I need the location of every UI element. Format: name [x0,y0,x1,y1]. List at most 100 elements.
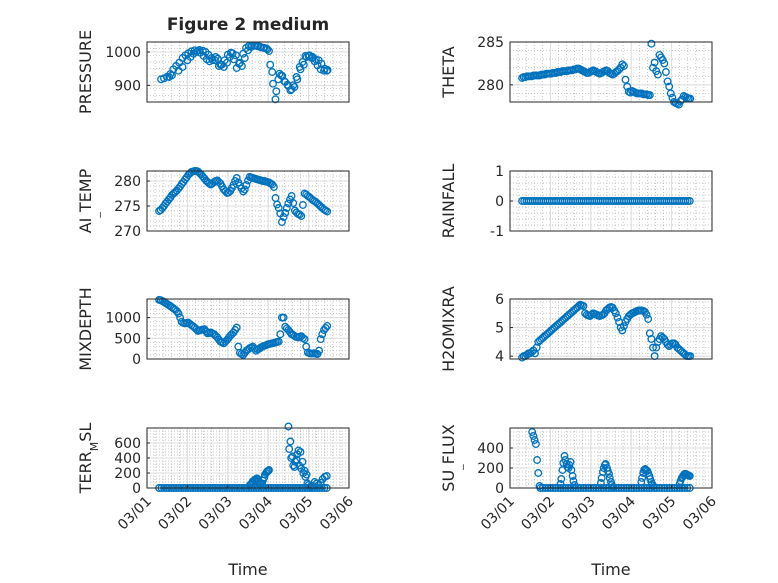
panel-3-marker [269,183,278,191]
panel-6-marker [532,343,541,352]
panel-3-ylabel: AI_TEMP [76,168,101,233]
panel-2-ytick-label: 285 [477,35,504,51]
panel-7-marker [299,469,308,477]
panel-7-marker [322,472,331,480]
panel-8-xtick-label: 03/04 [599,493,639,533]
panel-6-marker [613,313,622,322]
panel-8-marker [529,432,538,440]
panel-8-marker [533,456,542,464]
panel-8-marker [567,466,576,474]
panel-8-ytick-label: 200 [477,461,504,477]
panel-4-ytick-label: 1 [495,164,504,180]
panel-4-marker [681,197,690,205]
panel-2-marker [658,56,667,64]
panel-3-marker [234,178,243,187]
panel-3-marker [295,210,304,219]
panel-1-marker [269,79,277,88]
panel-4-marker [685,197,694,205]
panel-2-marker [623,82,632,91]
panel-6-marker [645,329,654,338]
panel-7-ytick-label: 0 [132,481,141,497]
panel-1-marker [211,53,220,61]
panel-6-marker [577,301,586,310]
panel-7-xtick-label: 03/03 [196,494,236,534]
panel-5-marker [205,328,214,337]
panel-2-ytick-label: 280 [477,78,504,94]
panel-8-marker [638,474,647,482]
panel-1-marker [277,71,286,80]
panel-8-ytick-label: 400 [477,441,504,457]
panel-7-marker [284,422,293,431]
panel-6-ytick-label: 5 [495,321,504,337]
panel-7-marker [286,437,295,446]
panel-5-marker [218,338,227,347]
panel-7-marker [250,475,259,484]
panel-7-marker [293,450,302,459]
panel-8-xtick-label: 03/05 [640,494,680,534]
panel-1-marker [168,71,176,80]
panel-3-marker [298,201,307,209]
panel-7-xtick-label: 03/01 [115,494,155,534]
panel-3-marker [279,213,288,221]
panel-1-marker [266,60,275,69]
panel-6-marker [642,310,651,319]
panel-3-marker [273,200,282,209]
panel-1-marker [263,45,272,54]
panel-5-marker [321,324,330,332]
panel-5-marker [172,307,181,316]
panel-5-marker [316,335,325,344]
panel-4-ylabel: RAINFALL [439,164,458,239]
panel-6-marker [574,302,583,311]
panel-4-ytick-label: -1 [490,224,504,240]
panel-8-xlabel: Time [590,560,630,579]
panel-6-ylabel: H2OMIXRA [439,286,458,372]
panel-1-ytick-label: 900 [114,78,141,94]
panel-6-marker [610,306,619,315]
panel-2-marker [661,68,670,76]
panel-8-xtick-label: 03/06 [680,493,720,533]
panel-6-marker [619,322,628,331]
figure-title: Figure 2 medium [167,15,329,35]
panel-2-marker [650,58,659,67]
panel-2-marker [607,69,615,78]
panel-1-marker [231,51,240,60]
panel-5-marker [302,342,311,351]
panel-2-marker [665,82,674,91]
panel-7-marker [265,466,273,474]
panel-6-marker [649,343,657,352]
panel-7-ylabel: TERRMSL [76,423,101,495]
panel-8-marker [565,461,574,469]
panel-6-ytick-label: 4 [495,349,504,365]
panel-2-marker [619,62,628,70]
panel-3-marker [281,209,290,217]
panel-1-marker [240,54,249,62]
panel-8-marker [534,469,543,477]
panel-5-ytick-label: 1000 [105,311,141,327]
panel-3-marker [321,206,330,215]
panel-8-marker [531,440,540,448]
panel-7-xtick-label: 03/04 [236,493,276,533]
panel-5-marker [279,313,288,322]
panel-3-marker [284,199,293,208]
panel-8-marker [561,456,570,464]
panel-8-xtick-label: 03/01 [478,494,518,534]
panel-6-marker [652,343,661,352]
panel-8-marker [646,475,655,483]
panel-6-marker [636,306,645,315]
panel-1-marker [320,66,328,75]
panel-3-marker [240,185,249,194]
panel-6-marker [644,315,653,323]
panel-8-marker [557,475,566,483]
panel-8-marker [603,467,612,475]
panel-8-marker [597,474,606,482]
panel-1-marker [298,58,307,66]
panel-5-marker [174,309,183,318]
panel-7-marker [263,467,271,476]
panel-1-marker [265,47,273,55]
panel-2-marker [663,77,672,86]
panel-5-marker [234,342,243,351]
panel-4-ytick-label: 0 [495,194,504,210]
panel-7-marker [316,478,325,487]
panel-8-marker [528,428,537,436]
